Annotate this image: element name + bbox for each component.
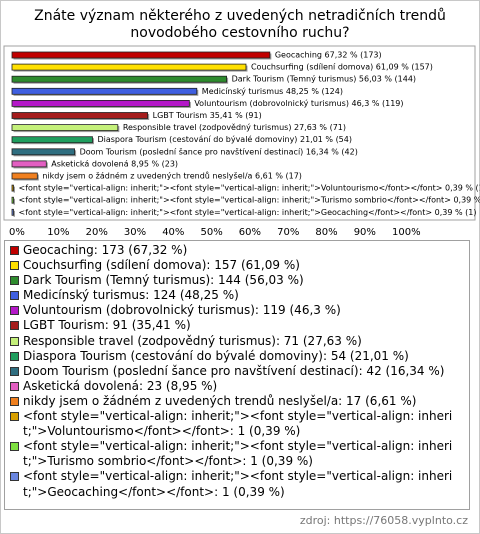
bar-label: Medicínský turismus 48,25 % (124)	[202, 87, 343, 96]
bar-shadow	[13, 186, 15, 193]
chart: Geocaching 67,32 % (173) Couchsurfing (sd…	[3, 45, 480, 238]
legend-swatch	[10, 261, 19, 271]
bar-label: Doom Tourism (poslední šance pro navštív…	[80, 146, 358, 156]
legend-swatch	[10, 351, 19, 361]
x-tick-label: 20%	[86, 227, 108, 238]
bar	[11, 75, 227, 83]
legend-swatch	[10, 472, 19, 482]
legend-swatch	[10, 442, 19, 452]
legend-swatch	[10, 246, 19, 255]
legend-swatch	[10, 336, 19, 346]
legend-entry: Dark Tourism (Temný turismus): 144 (56,0…	[9, 273, 465, 288]
bar	[11, 100, 190, 107]
x-tick-label: 100%	[392, 227, 421, 238]
legend-entry: Geocaching: 173 (67,32 %)	[9, 243, 465, 258]
bar-label: <font style="vertical-align: inherit;"><…	[18, 196, 480, 205]
plot-area	[3, 45, 476, 221]
bar	[11, 196, 14, 204]
legend-label: Responsible travel (zodpovědný turismus)…	[23, 333, 362, 348]
source: zdroj: https://76058.vyplnto.cz	[299, 514, 468, 527]
legend-entry: Asketická dovolená: 23 (8,95 %)	[9, 379, 465, 394]
x-tick-label: 90%	[354, 227, 376, 238]
bar-label: Responsible travel (zodpovědný turismus)…	[123, 123, 346, 132]
legend-label: Geocaching: 173 (67,32 %)	[23, 243, 188, 257]
legend-entry: Medicínský turismus: 124 (48,25 %)	[9, 288, 465, 303]
legend-entry: nikdy jsem o žádném z uvedených trendů n…	[9, 394, 465, 409]
bar-shadow	[13, 198, 15, 205]
bar-shadow	[13, 210, 15, 217]
legend-label: nikdy jsem o žádném z uvedených trendů n…	[23, 393, 417, 408]
legend-label: <font style="vertical-align: inherit;"><…	[23, 469, 453, 499]
legend-label: Couchsurfing (sdílení domova): 157 (61,0…	[23, 258, 300, 273]
legend-label: Diaspora Tourism (cestování do bývalé do…	[23, 348, 409, 363]
bar	[11, 160, 47, 168]
legend-label: <font style="vertical-align: inherit;"><…	[23, 439, 453, 469]
bar	[11, 112, 149, 119]
bar	[11, 172, 38, 180]
chart-title: Znáte význam některého z uvedených netra…	[34, 8, 446, 41]
bar-label: <font style="vertical-align: inherit;"><…	[18, 184, 480, 193]
legend-entry: Doom Tourism (poslední šance pro navštív…	[9, 364, 465, 379]
legend-label: LGBT Tourism: 91 (35,41 %)	[23, 318, 191, 333]
bar-label: Geocaching 67,32 % (173)	[275, 51, 382, 60]
x-tick-label: 10%	[47, 227, 69, 238]
bar	[11, 51, 271, 59]
bar-label: nikdy jsem o žádném z uvedených trendů n…	[42, 171, 302, 181]
bar-label: Asketická dovolená 8,95 % (23)	[51, 159, 178, 168]
bar	[11, 63, 247, 71]
x-tick-label: 60%	[239, 227, 261, 238]
legend-swatch	[10, 276, 19, 286]
legend-entry: <font style="vertical-align: inherit;"><…	[9, 469, 465, 499]
bar-label: <font style="vertical-align: inherit;"><…	[18, 208, 476, 217]
x-tick-label: 30%	[124, 227, 146, 238]
bar-label: Couchsurfing (sdílení domova) 61,09 % (1…	[251, 63, 433, 72]
x-tick-label: 50%	[201, 227, 223, 238]
legend-label: Dark Tourism (Temný turismus): 144 (56,0…	[23, 273, 304, 288]
bar-label: Diaspora Tourism (cestování do bývalé do…	[97, 134, 352, 144]
legend-swatch	[10, 396, 19, 406]
legend-label: Voluntourism (dobrovolnický turismus): 1…	[23, 303, 341, 318]
bar	[11, 148, 75, 156]
legend-swatch	[10, 412, 19, 422]
bar-label: LGBT Tourism 35,41 % (91)	[153, 111, 262, 120]
legend-swatch	[10, 366, 19, 376]
legend-label: Doom Tourism (poslední šance pro navštív…	[23, 363, 445, 378]
bar	[11, 208, 14, 216]
x-tick-label: 80%	[315, 227, 337, 238]
x-tick-label: 0%	[9, 227, 25, 238]
x-tick-label: 40%	[162, 227, 184, 238]
legend-entry: Diaspora Tourism (cestování do bývalé do…	[9, 349, 465, 364]
x-tick-label: 70%	[277, 227, 299, 238]
bar	[11, 124, 119, 131]
legend-entry: Responsible travel (zodpovědný turismus)…	[9, 334, 465, 349]
legend-label: Medicínský turismus: 124 (48,25 %)	[23, 288, 239, 303]
bar	[11, 136, 93, 144]
legend-swatch	[10, 381, 19, 391]
legend-entry: Voluntourism (dobrovolnický turismus): 1…	[9, 303, 465, 318]
bar	[11, 184, 14, 192]
legend-swatch	[10, 321, 19, 331]
legend-label: <font style="vertical-align: inherit;"><…	[23, 409, 453, 439]
legend-entry: Couchsurfing (sdílení domova): 157 (61,0…	[9, 258, 465, 273]
bar	[11, 87, 198, 95]
legend-swatch	[10, 306, 19, 316]
legend-swatch	[10, 291, 19, 301]
legend-entry: <font style="vertical-align: inherit;"><…	[9, 409, 465, 439]
legend-entry: LGBT Tourism: 91 (35,41 %)	[9, 318, 465, 333]
bar-label: Voluntourism (dobrovolnický turismus) 46…	[194, 99, 403, 108]
legend-entry: <font style="vertical-align: inherit;"><…	[9, 439, 465, 469]
bar-label: Dark Tourism (Temný turismus) 56,03 % (1…	[232, 75, 416, 84]
legend: Geocaching: 173 (67,32 %) Couchsurfing (s…	[4, 240, 470, 510]
legend-label: Asketická dovolená: 23 (8,95 %)	[23, 378, 218, 393]
